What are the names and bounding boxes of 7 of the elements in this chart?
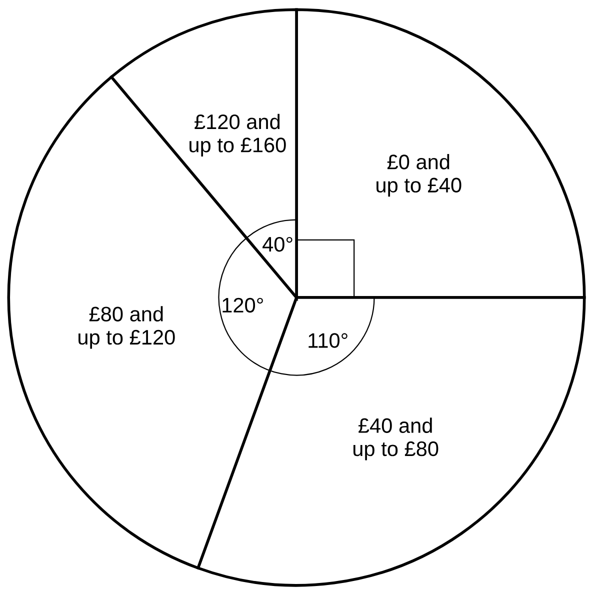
data-label: 110°	[308, 333, 348, 348]
data-label: 120°	[222, 298, 263, 313]
data-label: 40°	[262, 236, 292, 252]
slice-label: £40 and up to £80	[353, 418, 438, 460]
slice-label: £80 and up to £120	[78, 306, 175, 349]
slice-label: £120 and up to £160	[190, 114, 286, 157]
slice-label: £0 and up to £40	[376, 154, 462, 197]
